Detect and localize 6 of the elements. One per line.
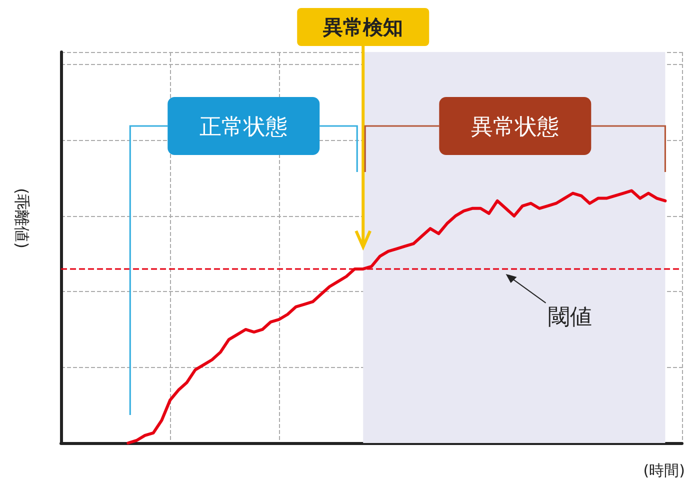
- y-axis-title: (乖離値): [12, 188, 32, 248]
- text: 異常検知: [322, 15, 404, 39]
- text: 異常状態: [471, 115, 560, 140]
- text: 正常状態: [200, 115, 288, 140]
- ref-line-label: 閾値: [548, 304, 592, 330]
- x-axis-title: (時間): [643, 462, 686, 480]
